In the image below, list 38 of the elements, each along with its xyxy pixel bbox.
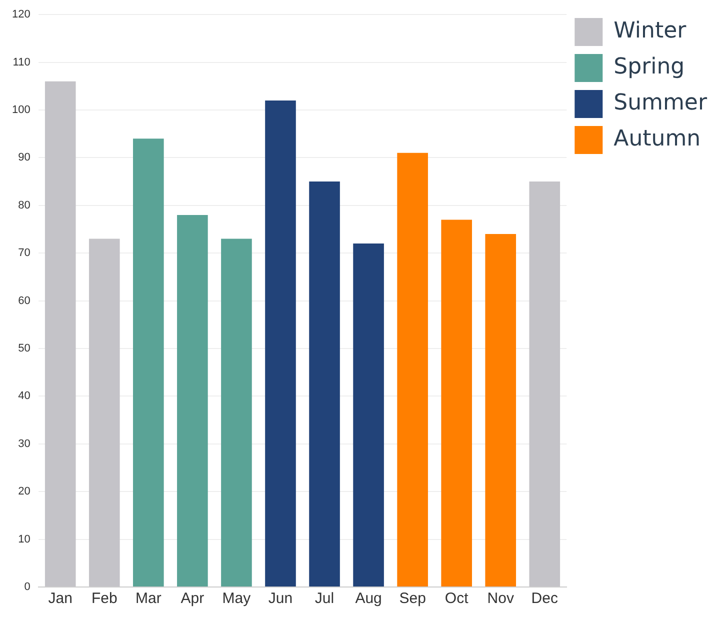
x-tick-label: Aug [355, 590, 382, 608]
x-tick-label: Jun [268, 590, 293, 608]
y-tick-label: 100 [12, 104, 30, 116]
bar [485, 234, 516, 586]
legend-label: Spring [614, 54, 685, 80]
x-tick-label: Dec [531, 590, 558, 608]
y-tick-label: 120 [12, 8, 30, 21]
y-tick-label: 90 [18, 152, 30, 164]
y-tick-label: 110 [12, 56, 30, 68]
bar [397, 152, 428, 586]
x-tick-label: Mar [135, 590, 162, 608]
legend-label: Summer [614, 90, 708, 116]
x-tick-label: Sep [399, 590, 426, 608]
y-tick-label: 20 [18, 486, 30, 498]
y-tick-label: 80 [18, 199, 30, 212]
x-tick-label: Jul [314, 590, 334, 608]
y-tick-label: 40 [18, 390, 30, 402]
x-tick-label: Apr [180, 590, 204, 608]
y-tick-label: 30 [18, 438, 30, 450]
y-tick-label: 10 [18, 533, 30, 546]
bar [309, 182, 340, 586]
y-tick-label: 0 [24, 581, 30, 594]
x-tick-label: May [222, 590, 252, 608]
bar [177, 214, 208, 586]
x-tick-label: Nov [487, 590, 514, 608]
x-tick-label: Oct [444, 590, 470, 608]
legend-label: Winter [614, 18, 688, 44]
y-tick-label: 50 [18, 342, 30, 355]
x-tick-label: Feb [91, 590, 118, 608]
bar [133, 138, 164, 586]
legend-label: Autumn [614, 126, 701, 152]
x-tick-label: Jan [48, 590, 72, 608]
y-tick-label: 60 [18, 294, 30, 307]
bar [221, 238, 252, 586]
bar [353, 244, 384, 586]
y-tick-label: 70 [18, 247, 30, 260]
bar [441, 220, 472, 586]
bar [265, 100, 296, 586]
